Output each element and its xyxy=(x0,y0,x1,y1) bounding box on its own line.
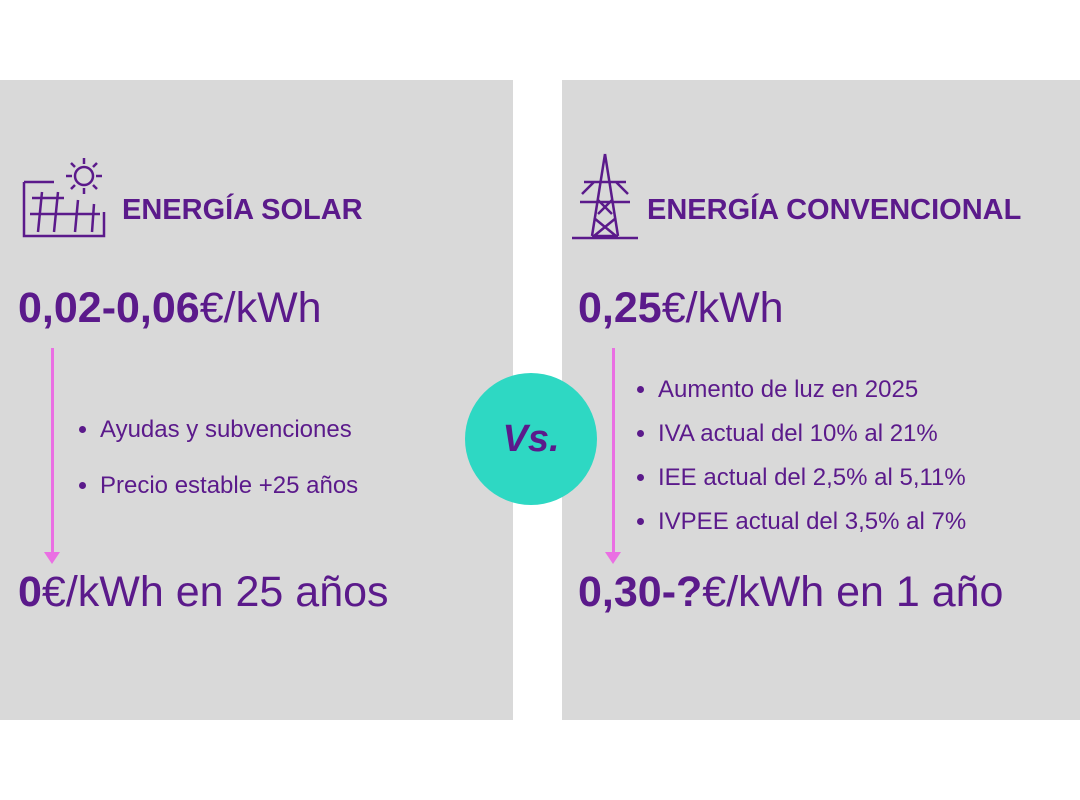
solar-icon xyxy=(22,158,106,238)
bullet: Aumento de luz en 2025 xyxy=(658,368,966,412)
result: 0,30-?€/kWh en 1 año xyxy=(578,568,1003,617)
solar-panel xyxy=(0,80,513,720)
price: 0,02-0,06€/kWh xyxy=(18,284,322,333)
result-value: 0,30-? xyxy=(578,568,703,616)
result-unit: €/kWh en 1 año xyxy=(702,568,1004,616)
price: 0,25€/kWh xyxy=(578,284,784,333)
tower-icon xyxy=(572,153,638,240)
result-value: 0 xyxy=(18,568,42,616)
arrow xyxy=(44,348,60,564)
panel-title: ENERGÍA SOLAR xyxy=(122,194,363,226)
versus-badge: Vs. xyxy=(465,373,597,505)
bullet-list: Ayudas y subvencionesPrecio estable +25 … xyxy=(78,402,358,514)
arrow xyxy=(605,348,621,564)
panel-title: ENERGÍA CONVENCIONAL xyxy=(647,194,1022,226)
bullet-list: Aumento de luz en 2025IVA actual del 10%… xyxy=(636,368,966,544)
bullet: IEE actual del 2,5% al 5,11% xyxy=(658,456,966,500)
result: 0€/kWh en 25 años xyxy=(18,568,389,617)
price-unit: €/kWh xyxy=(661,284,784,332)
versus-text: Vs. xyxy=(502,417,560,460)
price-unit: €/kWh xyxy=(199,284,322,332)
bullet: IVA actual del 10% al 21% xyxy=(658,412,966,456)
price-value: 0,02-0,06 xyxy=(18,284,200,332)
bullet: Precio estable +25 años xyxy=(100,458,358,514)
conventional-panel xyxy=(562,80,1080,720)
result-unit: €/kWh en 25 años xyxy=(41,568,389,616)
bullet: Ayudas y subvenciones xyxy=(100,402,358,458)
price-value: 0,25 xyxy=(578,284,662,332)
bullet: IVPEE actual del 3,5% al 7% xyxy=(658,500,966,544)
